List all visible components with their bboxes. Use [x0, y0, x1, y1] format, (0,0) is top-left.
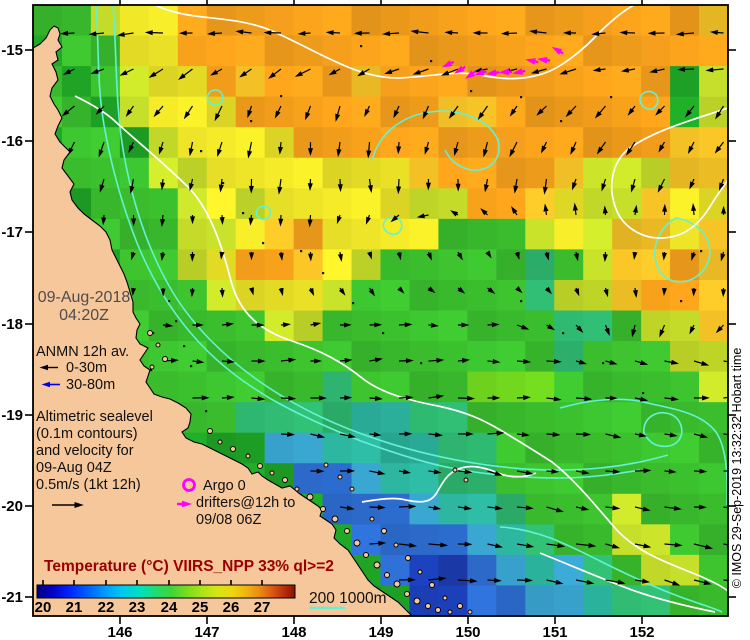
date-label-line1: 09-Aug-2018 — [38, 289, 131, 306]
anmn-depth2-label: 30-80m — [66, 377, 115, 393]
colorbar-tick-label: 21 — [66, 599, 83, 616]
altimetric-note-line5: 0.5m/s (1kt 12h) — [36, 477, 141, 493]
lat-axis-label: -21 — [1, 589, 23, 606]
lon-axis-label: 152 — [629, 624, 654, 640]
lat-axis-label: -17 — [1, 224, 23, 241]
argo-count-label: Argo 0 — [203, 478, 246, 494]
lon-axis-label: 151 — [542, 624, 567, 640]
altimetric-note-line2: (0.1m contours) — [36, 426, 138, 442]
lon-axis-label: 148 — [281, 624, 306, 640]
drifters-note-line1: drifters@12h to — [196, 495, 295, 511]
depth-legend-label: 200 1000m — [309, 590, 387, 607]
lon-axis-label: 146 — [107, 624, 132, 640]
colorbar-tick-label: 27 — [254, 599, 271, 616]
anmn-depth1-label: 0-30m — [66, 360, 107, 376]
legend-graphics: 20 21 22 23 24 25 26 27 — [35, 364, 345, 616]
lat-axis-label: -20 — [1, 498, 23, 515]
land-mass — [33, 25, 413, 616]
lon-axis-label: 149 — [368, 624, 393, 640]
sealevel-contours — [74, 5, 728, 613]
colorbar-tick-label: 20 — [35, 599, 52, 616]
lon-axis-label: 150 — [455, 624, 480, 640]
colorbar-tick-label: 22 — [98, 599, 115, 616]
velocity-arrows — [60, 29, 728, 586]
colorbar-tick-label: 23 — [129, 599, 146, 616]
colorbar-tick-label: 26 — [223, 599, 240, 616]
lat-axis-label: -19 — [1, 407, 23, 424]
islands — [147, 330, 473, 615]
altimetric-note-line3: and velocity for — [36, 443, 134, 459]
colorbar-title: Temperature (°C) VIIRS_NPP 33% ql>=2 — [44, 558, 334, 575]
altimetric-note-line4: 09-Aug 04Z — [36, 460, 112, 476]
lon-axis-label: 147 — [194, 624, 219, 640]
altimetric-note-line1: Altimetric sealevel — [36, 409, 153, 425]
drifters-note-line2: 09/08 06Z — [196, 512, 261, 528]
anmn-legend-title: ANMN 12h av. — [36, 344, 129, 360]
map-annotations: 09-Aug-2018 04:20Z ANMN 12h av. 0-30m 30… — [36, 289, 744, 607]
lat-axis-label: -18 — [1, 316, 23, 333]
drifter-track — [441, 46, 564, 80]
credit-watermark: © IMOS 29-Sep-2019 13:32:32 Hobart time — [730, 348, 744, 589]
colorbar-tick-label: 24 — [161, 599, 178, 616]
colorbar-tick-label: 25 — [192, 599, 209, 616]
lat-axis-label: -16 — [1, 133, 23, 150]
date-label-line2: 04:20Z — [59, 307, 109, 324]
cloud-speckles — [150, 45, 703, 413]
lat-axis-label: -15 — [1, 42, 23, 59]
